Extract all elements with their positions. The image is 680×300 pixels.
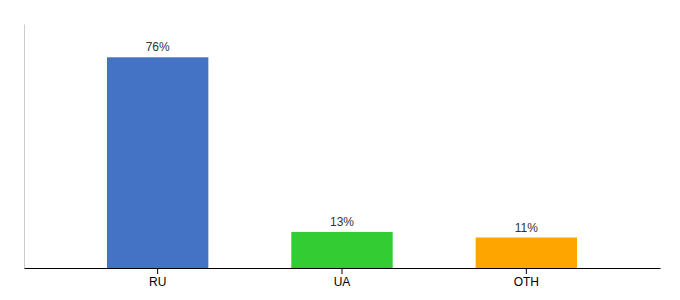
chart-svg: RU UA OTH 76% 13% 11%	[0, 0, 680, 300]
chart-container: RU UA OTH 76% 13% 11%	[0, 0, 680, 300]
x-tick-label: OTH	[514, 275, 539, 289]
x-tick-mark	[526, 268, 527, 274]
x-tick: OTH	[514, 268, 539, 289]
bar	[291, 232, 392, 268]
bar	[107, 57, 208, 268]
x-tick-mark	[157, 268, 158, 274]
data-label: 11%	[515, 221, 538, 235]
y-axis-line	[24, 25, 25, 269]
data-label: 13%	[330, 215, 354, 229]
x-axis: RU UA OTH	[25, 268, 661, 289]
y-axis	[24, 25, 25, 269]
x-tick: RU	[149, 268, 166, 289]
x-tick-label: RU	[149, 275, 166, 289]
data-labels: 76% 13% 11%	[146, 40, 539, 234]
x-tick: UA	[334, 268, 351, 289]
x-tick-label: UA	[334, 275, 351, 289]
bars	[107, 57, 577, 268]
x-tick-mark	[342, 268, 343, 274]
data-label: 76%	[146, 40, 170, 54]
plot-area: RU UA OTH 76% 13% 11%	[25, 25, 661, 289]
bar	[476, 238, 577, 269]
